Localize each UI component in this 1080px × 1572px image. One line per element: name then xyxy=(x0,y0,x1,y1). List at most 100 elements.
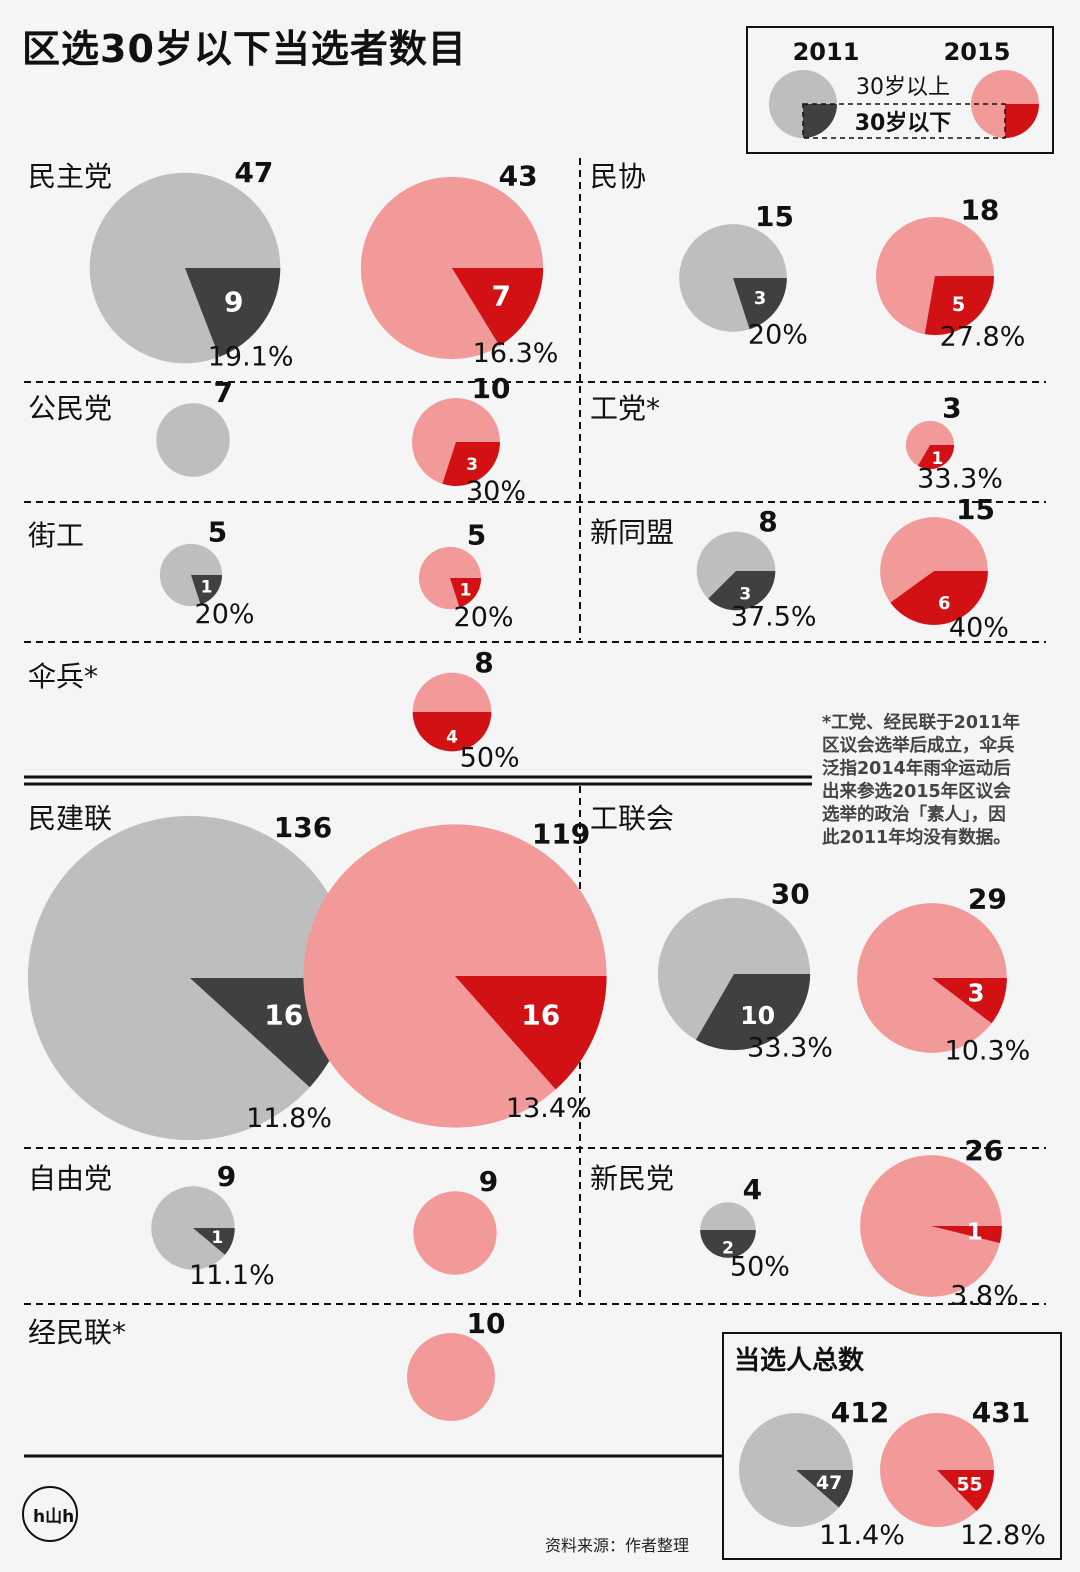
legend-slice-2015 xyxy=(1005,104,1039,138)
totals-pie-2011-under-label: 47 xyxy=(816,1473,842,1494)
legend-box xyxy=(746,26,1054,154)
total-label: 9 xyxy=(479,1165,498,1198)
total-label: 15 xyxy=(956,493,995,526)
legend-year-2011: 2011 xyxy=(793,38,860,66)
pie-2011-under-label: 16 xyxy=(264,998,303,1031)
pie-2015-slice xyxy=(932,978,1007,1024)
party-name: 新民党 xyxy=(590,1162,674,1195)
legend-under-box xyxy=(802,103,1006,139)
pie-2011-under-label: 9 xyxy=(224,286,243,319)
pie-2015-under-label: 7 xyxy=(492,280,511,313)
pie-2015-slice xyxy=(931,1226,1002,1243)
pie-2015-under-label: 1 xyxy=(966,1218,982,1246)
pie-2015-under-label: 16 xyxy=(521,999,560,1032)
pie-2015-under-label: 5 xyxy=(952,293,966,316)
totals-percent-label: 11.4% xyxy=(819,1520,905,1551)
party-name: 街工 xyxy=(28,519,84,552)
party-name: 自由党 xyxy=(28,1162,112,1195)
total-label: 3 xyxy=(942,391,961,424)
legend-under-label: 30岁以下 xyxy=(855,110,952,136)
percent-label: 50% xyxy=(460,742,520,773)
legend-slice-2011 xyxy=(803,104,837,138)
pie-2011-under-label: 10 xyxy=(740,1001,775,1030)
totals-pie-2011-slice xyxy=(796,1470,853,1508)
percent-label: 27.8% xyxy=(940,321,1026,352)
party-name: 经民联* xyxy=(28,1316,126,1349)
footnote-line: *工党、经民联于2011年 xyxy=(822,713,1020,733)
pie-2011-under-label: 1 xyxy=(211,1228,223,1248)
total-label: 8 xyxy=(758,505,777,538)
pie-2011-slice xyxy=(708,571,776,611)
pie-2015-slice xyxy=(917,445,955,470)
percent-label: 37.5% xyxy=(731,601,817,632)
percent-label: 19.1% xyxy=(208,341,294,372)
total-label: 10 xyxy=(472,372,511,405)
pie-2015-under-label: 1 xyxy=(460,580,472,600)
total-label: 18 xyxy=(960,194,999,227)
party-name: 民建联 xyxy=(28,802,112,835)
pie-2011-under-label: 3 xyxy=(739,585,751,605)
footnote-line: 此2011年均没有数据。 xyxy=(822,828,1011,848)
total-label: 7 xyxy=(214,376,233,409)
pie-2015-circle xyxy=(407,1333,495,1421)
percent-label: 10.3% xyxy=(945,1036,1031,1067)
percent-label: 20% xyxy=(454,602,514,633)
footnote-line: 出来参选2015年区议会 xyxy=(822,782,1011,802)
percent-label: 13.4% xyxy=(506,1093,592,1124)
legend-year-2015: 2015 xyxy=(944,38,1011,66)
party-name: 工联会 xyxy=(590,802,674,835)
pie-2011-under-label: 3 xyxy=(754,289,766,309)
pie-2011-slice xyxy=(700,1230,756,1258)
pie-2015-under-label: 3 xyxy=(466,455,478,475)
totals-total-label: 431 xyxy=(972,1396,1030,1429)
pie-2015-under-label: 6 xyxy=(938,594,950,614)
pie-2015-slice xyxy=(450,578,482,608)
logo-text: h山h xyxy=(33,1507,75,1527)
pie-2011-slice xyxy=(695,974,811,1051)
pie-2015-slice xyxy=(890,571,988,625)
pie-2011-under-label: 1 xyxy=(201,577,213,597)
percent-label: 30% xyxy=(466,476,526,507)
logo-icon xyxy=(22,1486,78,1542)
total-label: 10 xyxy=(467,1307,506,1340)
total-label: 8 xyxy=(474,646,493,679)
legend-over-label: 30岁以上 xyxy=(856,75,950,100)
total-label: 30 xyxy=(771,878,810,911)
percent-label: 50% xyxy=(730,1251,790,1282)
totals-title: 当选人总数 xyxy=(734,1346,865,1376)
pie-2015-slice xyxy=(442,442,500,486)
pie-2015-under-label: 3 xyxy=(967,979,984,1008)
total-label: 5 xyxy=(208,516,227,549)
total-label: 4 xyxy=(743,1173,762,1206)
percent-label: 11.1% xyxy=(189,1260,275,1291)
percent-label: 33.3% xyxy=(747,1033,833,1064)
total-label: 9 xyxy=(217,1160,236,1193)
percent-label: 20% xyxy=(748,319,808,350)
pie-2015-slice xyxy=(455,976,607,1090)
party-name: 公民党 xyxy=(28,392,112,425)
percent-label: 33.3% xyxy=(917,464,1003,495)
total-label: 29 xyxy=(968,883,1007,916)
pie-2015-under-label: 1 xyxy=(932,449,944,469)
totals-pie-2015-under-label: 55 xyxy=(956,1475,982,1496)
percent-label: 20% xyxy=(195,599,255,630)
totals-total-label: 412 xyxy=(831,1396,889,1429)
percent-label: 3.8% xyxy=(950,1281,1019,1312)
percent-label: 16.3% xyxy=(473,338,559,369)
footnote-line: 泛指2014年雨伞运动后 xyxy=(822,759,1011,779)
percent-label: 40% xyxy=(949,612,1009,643)
pie-2015-slice xyxy=(924,276,994,335)
total-label: 119 xyxy=(532,818,590,851)
pie-2011-slice xyxy=(733,278,787,330)
source-note: 资料来源：作者整理 xyxy=(545,1536,690,1555)
party-name: 工党* xyxy=(590,392,660,425)
pie-2011-under-label: 2 xyxy=(722,1238,734,1258)
pie-2011-slice xyxy=(185,268,281,357)
pie-2015-slice xyxy=(412,712,492,752)
party-name: 新同盟 xyxy=(590,516,674,549)
footnote-line: 选举的政治「素人」，因 xyxy=(822,805,1006,825)
total-label: 136 xyxy=(274,811,332,844)
party-name: 民主党 xyxy=(28,160,112,193)
party-name: 伞兵* xyxy=(28,660,98,693)
